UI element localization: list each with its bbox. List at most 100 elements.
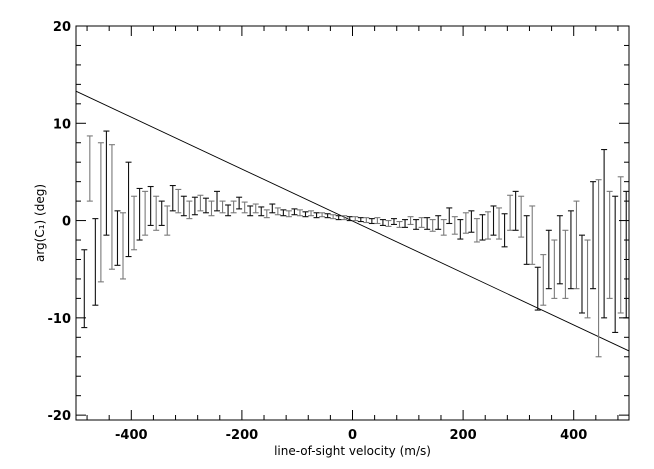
error-bar xyxy=(103,130,110,236)
error-bar xyxy=(578,234,585,314)
error-bar xyxy=(147,185,154,226)
error-bar xyxy=(208,200,215,217)
y-tick-label: -20 xyxy=(48,409,72,424)
error-bar xyxy=(567,210,574,290)
error-bar xyxy=(247,205,254,217)
error-bar xyxy=(291,208,298,216)
x-axis-label: line-of-sight velocity (m/s) xyxy=(274,444,431,458)
error-bar xyxy=(479,214,486,241)
error-bar xyxy=(346,216,353,222)
error-bar xyxy=(606,190,613,299)
y-tick-label: 20 xyxy=(53,20,71,35)
error-bar xyxy=(308,210,315,217)
error-bar xyxy=(335,215,342,221)
axis-ticks xyxy=(76,25,629,420)
error-bar xyxy=(280,209,287,217)
error-bar xyxy=(617,176,624,314)
y-axis-label: arg(C₁) (deg) xyxy=(33,184,47,262)
error-bar xyxy=(390,218,397,226)
error-bar xyxy=(507,194,514,231)
error-bar xyxy=(446,207,453,225)
error-bar xyxy=(424,217,431,230)
error-bar xyxy=(573,200,580,290)
error-bar xyxy=(490,205,497,236)
error-bar xyxy=(341,215,348,221)
error-bar xyxy=(274,207,281,216)
error-bar xyxy=(435,215,442,230)
error-bar xyxy=(357,217,364,223)
error-bar xyxy=(540,254,547,306)
error-bar xyxy=(523,215,530,265)
error-bar xyxy=(457,219,464,240)
error-bar xyxy=(86,135,93,202)
error-bar xyxy=(324,213,331,219)
error-bar xyxy=(595,179,602,358)
error-bar xyxy=(413,219,420,230)
error-bar xyxy=(429,219,436,232)
error-bar xyxy=(296,209,303,217)
error-bar xyxy=(584,239,591,319)
error-bar xyxy=(120,212,127,280)
error-bar xyxy=(396,220,403,228)
error-bar xyxy=(153,195,160,231)
error-bar xyxy=(545,229,552,290)
error-bar xyxy=(462,212,469,234)
x-tick-label: 200 xyxy=(450,428,477,443)
error-bar xyxy=(534,266,541,311)
error-bar xyxy=(81,249,88,329)
error-bar xyxy=(385,220,392,227)
error-bar xyxy=(418,217,425,228)
error-bar xyxy=(330,214,337,220)
error-bar xyxy=(379,219,386,226)
y-tick-label: 0 xyxy=(62,215,71,230)
error-bar xyxy=(496,207,503,240)
error-bar xyxy=(601,149,608,319)
error-bar xyxy=(158,200,165,226)
x-tick-label: -200 xyxy=(226,428,259,443)
error-bar xyxy=(562,229,569,299)
error-bar xyxy=(92,218,99,306)
error-bar xyxy=(440,219,447,236)
error-bar xyxy=(258,206,265,217)
error-bar xyxy=(551,239,558,299)
data-layer xyxy=(75,90,630,358)
error-bar xyxy=(186,200,193,220)
error-bar xyxy=(142,190,149,236)
x-tick-label: -400 xyxy=(115,428,148,443)
error-bar xyxy=(374,217,381,225)
plot-frame xyxy=(75,25,630,421)
error-bar xyxy=(590,181,597,290)
error-bar xyxy=(131,195,138,251)
y-tick-label: 10 xyxy=(53,117,71,132)
error-bar xyxy=(402,219,409,228)
error-bar xyxy=(512,190,519,231)
error-bar xyxy=(302,211,309,218)
error-bar xyxy=(214,190,221,212)
error-bar xyxy=(468,210,475,233)
y-tick-label: -10 xyxy=(48,312,72,327)
error-bar xyxy=(114,210,121,266)
error-bar xyxy=(556,215,563,285)
error-bar xyxy=(407,216,414,226)
x-tick-label: 400 xyxy=(560,428,587,443)
error-bar xyxy=(169,184,176,212)
error-bar xyxy=(197,194,204,212)
error-bar xyxy=(473,218,480,243)
error-bar xyxy=(252,203,259,214)
error-bar xyxy=(191,196,198,216)
error-bar xyxy=(225,204,232,217)
error-bar xyxy=(108,144,115,270)
error-bar xyxy=(612,195,619,333)
error-bar xyxy=(319,212,326,218)
error-bar xyxy=(125,161,132,258)
error-bar xyxy=(97,142,104,283)
error-bar xyxy=(368,218,375,225)
error-bar xyxy=(202,197,209,214)
error-bar xyxy=(285,210,292,218)
error-bar xyxy=(263,209,270,219)
error-bar xyxy=(484,211,491,240)
error-bar xyxy=(180,195,187,217)
tick-labels: -400 -200 0 200 400 -20 -10 0 10 20 xyxy=(48,20,588,443)
error-bar xyxy=(352,216,359,222)
